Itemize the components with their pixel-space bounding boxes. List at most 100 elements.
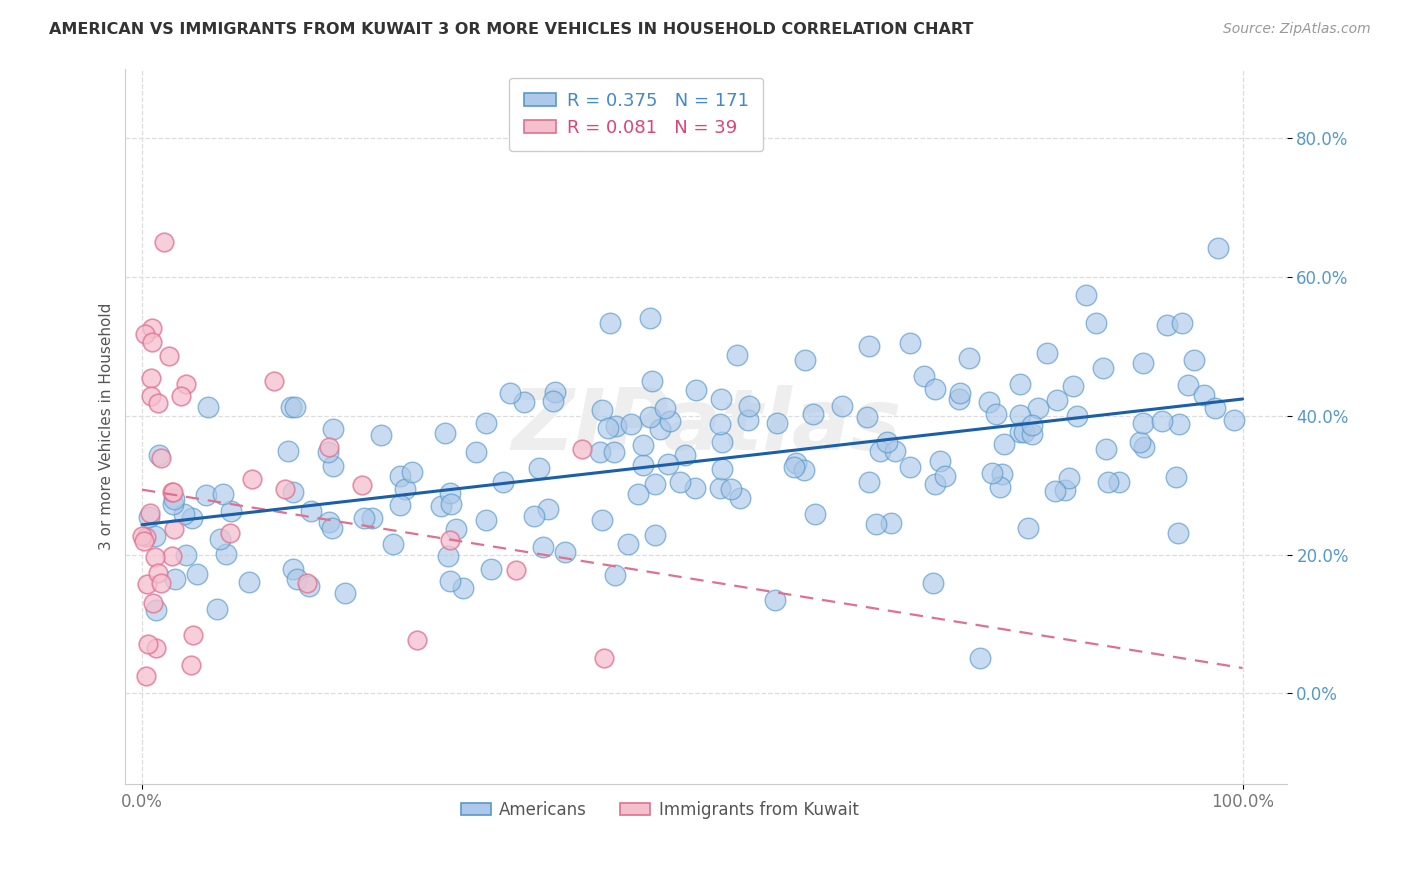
Point (924, 382, 946, 396)
Point (1054, 483, 1077, 497)
Point (616, 537, 638, 551)
Point (240, 472, 263, 486)
Point (979, 395, 1001, 409)
Point (131, 528, 153, 542)
Point (858, 475, 880, 489)
Point (1008, 376, 1031, 391)
Point (603, 445, 626, 459)
Point (465, 445, 488, 459)
Text: AMERICAN VS IMMIGRANTS FROM KUWAIT 3 OR MORE VEHICLES IN HOUSEHOLD CORRELATION C: AMERICAN VS IMMIGRANTS FROM KUWAIT 3 OR … (49, 22, 973, 37)
Point (145, 640, 167, 655)
Point (605, 418, 627, 433)
Point (924, 476, 946, 491)
Point (316, 445, 339, 459)
Point (277, 444, 299, 458)
Point (440, 497, 463, 511)
Point (141, 334, 163, 349)
Point (1192, 388, 1215, 402)
Point (934, 469, 956, 483)
Point (1043, 483, 1066, 498)
Point (709, 481, 731, 495)
Point (541, 394, 564, 409)
Point (1017, 521, 1039, 535)
Point (523, 508, 546, 523)
Point (900, 460, 922, 475)
Point (593, 651, 616, 665)
Point (793, 463, 815, 477)
Point (299, 504, 322, 518)
Text: Source: ZipAtlas.com: Source: ZipAtlas.com (1223, 22, 1371, 37)
Point (444, 522, 467, 536)
Point (433, 425, 456, 440)
Point (160, 549, 183, 564)
Point (1132, 356, 1154, 370)
Legend: Americans, Immigrants from Kuwait: Americans, Immigrants from Kuwait (454, 794, 865, 825)
Point (668, 475, 690, 490)
Point (928, 453, 950, 467)
Point (912, 369, 935, 384)
Point (544, 384, 567, 399)
Point (533, 540, 555, 554)
Point (186, 567, 208, 582)
Point (141, 320, 163, 334)
Point (993, 436, 1015, 450)
Point (1066, 409, 1088, 423)
Point (274, 482, 297, 496)
Point (638, 310, 661, 325)
Point (163, 522, 186, 536)
Point (208, 532, 231, 546)
Point (205, 601, 228, 615)
Point (644, 477, 666, 491)
Point (134, 533, 156, 548)
Point (990, 467, 1012, 481)
Point (162, 497, 184, 511)
Point (295, 576, 318, 591)
Point (136, 577, 159, 591)
Point (605, 567, 627, 582)
Point (644, 528, 666, 542)
Point (596, 421, 619, 435)
Point (683, 481, 706, 495)
Point (439, 486, 461, 500)
Point (1129, 434, 1152, 449)
Point (406, 632, 429, 647)
Point (710, 434, 733, 449)
Point (737, 413, 759, 427)
Point (865, 516, 887, 531)
Point (1223, 413, 1246, 427)
Point (162, 485, 184, 500)
Point (957, 351, 980, 365)
Point (710, 392, 733, 406)
Point (922, 576, 945, 591)
Point (135, 669, 157, 683)
Point (430, 499, 453, 513)
Point (138, 637, 160, 651)
Point (685, 383, 707, 397)
Point (1208, 241, 1230, 255)
Point (620, 417, 643, 431)
Point (804, 507, 827, 521)
Point (1062, 378, 1084, 392)
Point (589, 445, 612, 459)
Point (988, 480, 1011, 494)
Point (949, 386, 972, 401)
Point (194, 488, 217, 502)
Point (163, 491, 186, 506)
Point (284, 400, 307, 414)
Point (505, 563, 527, 577)
Point (437, 549, 460, 563)
Point (381, 537, 404, 551)
Point (322, 458, 344, 473)
Text: ZIPatlas: ZIPatlas (510, 384, 901, 467)
Point (801, 407, 824, 421)
Point (659, 413, 682, 427)
Point (141, 389, 163, 403)
Point (174, 376, 197, 391)
Point (720, 482, 742, 496)
Point (673, 448, 696, 462)
Point (1026, 401, 1049, 416)
Point (1182, 353, 1205, 368)
Point (146, 396, 169, 410)
Point (170, 389, 193, 403)
Point (238, 575, 260, 590)
